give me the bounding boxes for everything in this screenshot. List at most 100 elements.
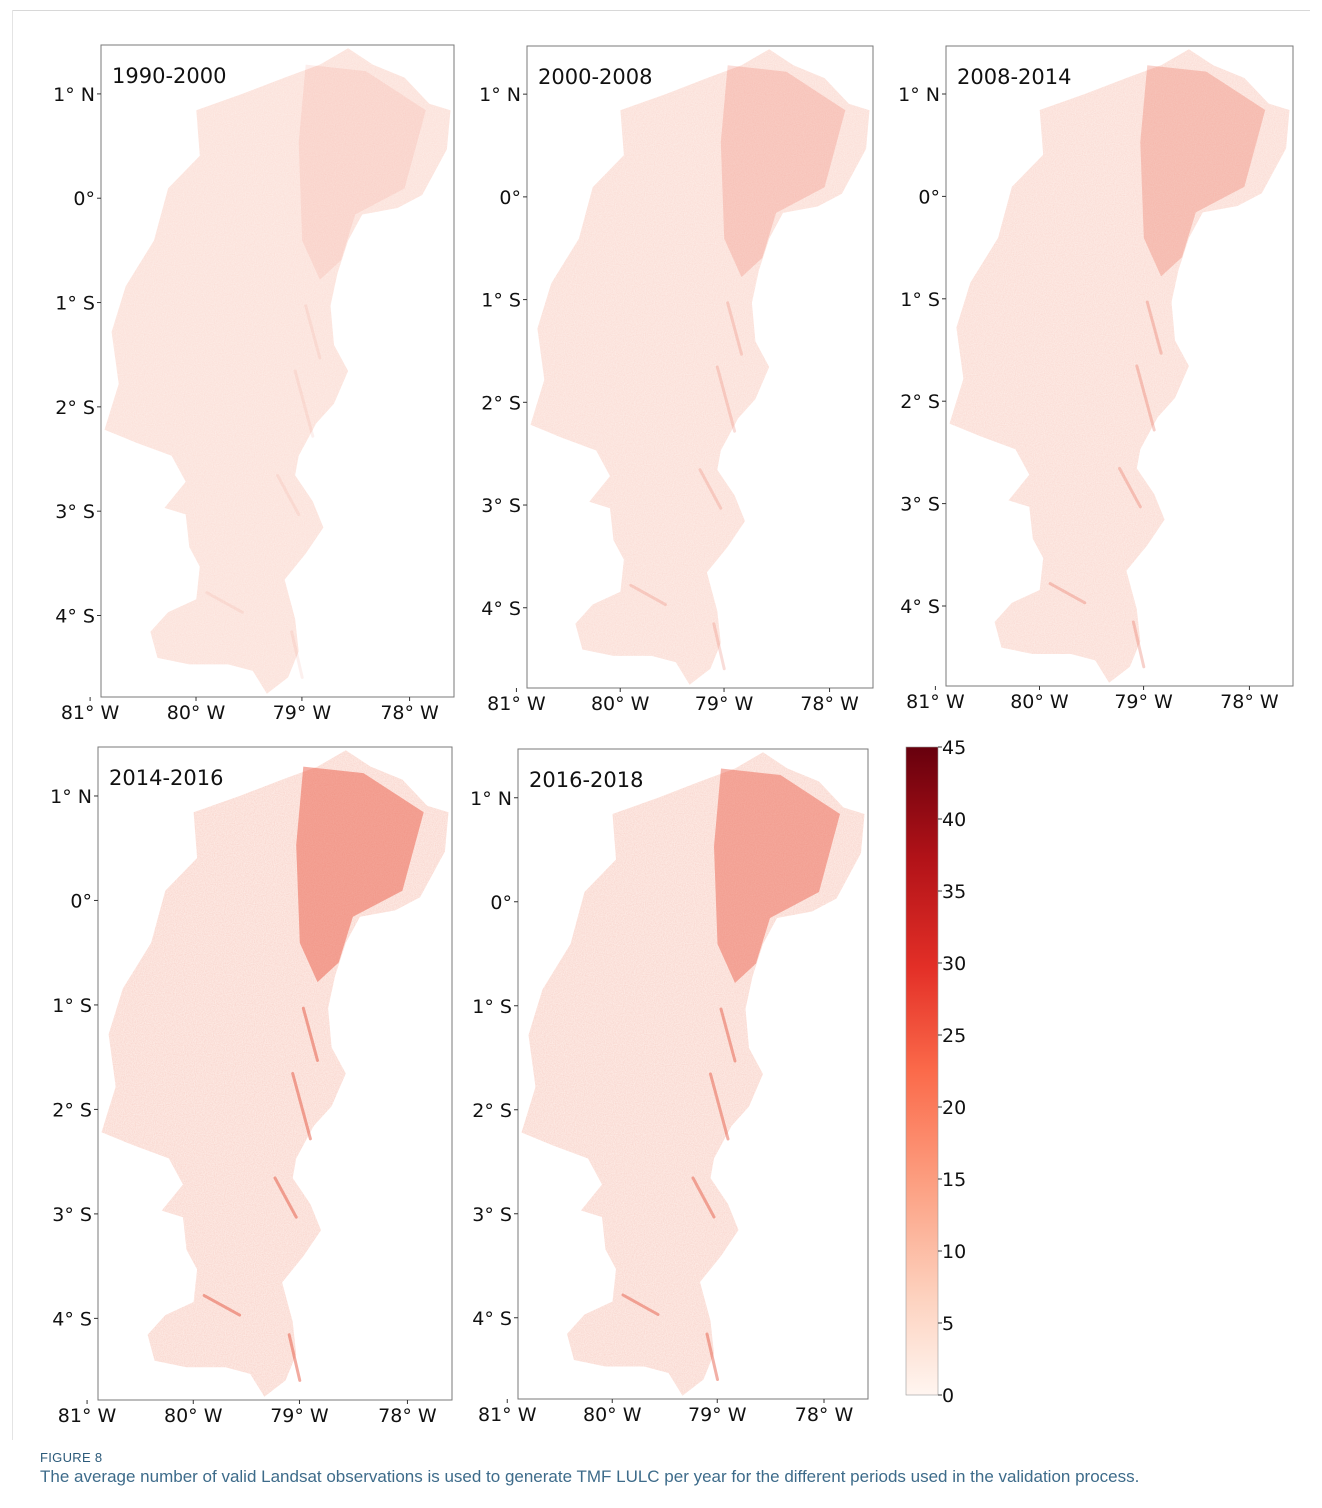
side-rule	[12, 10, 13, 1440]
lat-label: 1° S	[481, 290, 521, 312]
observation-streak	[698, 468, 723, 510]
lat-label: 1° S	[52, 995, 92, 1017]
lon-label: 80° W	[164, 1405, 223, 1427]
lon-label: 78° W	[795, 1404, 854, 1426]
region-texture	[101, 750, 449, 1397]
lon-label: 80° W	[167, 702, 226, 724]
map-panel-5: 2016-2018 1° N 0° 1° S 2° S 3° S 4° S 81° W 80° …	[470, 748, 869, 1426]
observation-streak	[629, 583, 667, 607]
lon-label: 79° W	[688, 1404, 747, 1426]
observation-streak	[691, 1176, 716, 1219]
observation-streak	[712, 622, 726, 671]
map-panel-4: 2014-2016 1° N 0° 1° S 2° S 3° S 4° S 81° W 80° …	[50, 746, 453, 1427]
region-texture	[104, 48, 451, 694]
region-texture	[949, 49, 1290, 683]
lat-label: 4° S	[472, 1308, 512, 1330]
observation-streak	[1135, 364, 1156, 432]
colorbar-scale	[905, 746, 939, 1396]
observation-streak	[621, 1293, 660, 1316]
colorbar-label: 25	[942, 1025, 966, 1047]
observation-streak	[202, 1294, 242, 1317]
lon-label: 80° W	[583, 1404, 642, 1426]
lat-label: 1° N	[898, 84, 940, 106]
lat-label: 0°	[70, 890, 92, 912]
observation-streak	[726, 301, 744, 356]
lat-label: 3° S	[472, 1204, 512, 1226]
lat-label: 0°	[490, 892, 512, 914]
panel-title: 2008-2014	[957, 65, 1071, 89]
lat-label: 4° S	[52, 1308, 92, 1330]
observation-streak	[705, 1332, 719, 1381]
lat-label: 3° S	[52, 1204, 92, 1226]
observation-streak	[287, 1333, 302, 1382]
panel-title: 1990-2000	[112, 64, 226, 88]
observation-streak	[304, 304, 322, 360]
lat-label: 1° N	[53, 84, 95, 106]
lon-label: 81° W	[61, 702, 120, 724]
high-observation-zone	[720, 65, 846, 278]
lat-label: 1° N	[479, 84, 521, 106]
observation-streak	[719, 1007, 737, 1063]
lon-label: 79° W	[695, 693, 754, 715]
lon-label: 78° W	[800, 693, 859, 715]
lat-label: 2° S	[900, 391, 940, 413]
lat-label: 1° N	[50, 786, 92, 808]
lat-label: 4° S	[481, 598, 521, 620]
lat-label: 2° S	[52, 1099, 92, 1121]
map-panel-2: 2000-2008 1° N 0° 1° S 2° S 3° S 4° S 81° W 80° …	[479, 45, 874, 715]
colorbar-label: 20	[942, 1097, 966, 1119]
lon-label: 81° W	[906, 691, 965, 713]
colorbar-label: 35	[942, 881, 966, 903]
observation-streak	[301, 1006, 319, 1062]
colorbar-label: 5	[942, 1313, 954, 1335]
lat-label: 0°	[73, 188, 95, 210]
figure-panels: 1990-2000 1° N 0° 1° S 2° S 3° S 4° S 81° W 80° …	[50, 44, 1294, 1427]
lat-label: 3° S	[481, 495, 521, 517]
observation-streak	[709, 1072, 730, 1141]
colorbar-label: 0	[942, 1385, 954, 1407]
panel-title: 2014-2016	[109, 766, 223, 790]
observation-streak	[273, 1176, 298, 1219]
lon-label: 78° W	[380, 702, 439, 724]
lon-label: 79° W	[270, 1405, 329, 1427]
observation-streak	[715, 365, 737, 433]
figure-label: FIGURE 8	[40, 1450, 103, 1465]
lat-label: 4° S	[55, 606, 95, 628]
lat-label: 1° S	[55, 293, 95, 315]
observation-streak	[293, 369, 315, 438]
lat-label: 2° S	[472, 1100, 512, 1122]
high-observation-zone	[296, 766, 424, 983]
lon-label: 80° W	[1010, 691, 1069, 713]
colorbar-label: 40	[942, 809, 966, 831]
lat-label: 0°	[918, 186, 940, 208]
colorbar-label: 30	[942, 953, 966, 975]
lon-label: 79° W	[1114, 691, 1173, 713]
map-panel-1: 1990-2000 1° N 0° 1° S 2° S 3° S 4° S 81° W 80° …	[53, 44, 455, 724]
high-observation-zone	[1140, 65, 1266, 277]
lon-label: 78° W	[1220, 691, 1279, 713]
panel-title: 2000-2008	[538, 65, 652, 89]
observation-streak	[1048, 582, 1087, 605]
observation-streak	[290, 630, 304, 679]
lon-label: 80° W	[591, 693, 650, 715]
lat-label: 3° S	[55, 501, 95, 523]
high-observation-zone	[298, 64, 426, 280]
lon-label: 81° W	[487, 693, 546, 715]
map-panel-3: 2008-2014 1° N 0° 1° S 2° S 3° S 4° S 81° W 80° …	[898, 45, 1294, 713]
colorbar-label: 15	[942, 1169, 966, 1191]
lat-label: 3° S	[900, 494, 940, 516]
lat-label: 1° S	[900, 289, 940, 311]
lat-label: 2° S	[55, 397, 95, 419]
colorbar: 45 40 35 30 25 20 15 10 5 0	[905, 737, 966, 1407]
observation-streak	[276, 473, 301, 516]
lon-label: 81° W	[478, 1404, 537, 1426]
region-texture	[521, 752, 865, 1396]
lat-label: 1° N	[470, 788, 512, 810]
observation-streak	[291, 1072, 312, 1141]
colorbar-label: 45	[942, 737, 966, 759]
colorbar-label: 10	[942, 1241, 966, 1263]
lat-label: 2° S	[481, 392, 521, 414]
observation-streak	[1145, 300, 1163, 355]
lon-label: 81° W	[58, 1405, 117, 1427]
top-rule	[12, 10, 1310, 11]
